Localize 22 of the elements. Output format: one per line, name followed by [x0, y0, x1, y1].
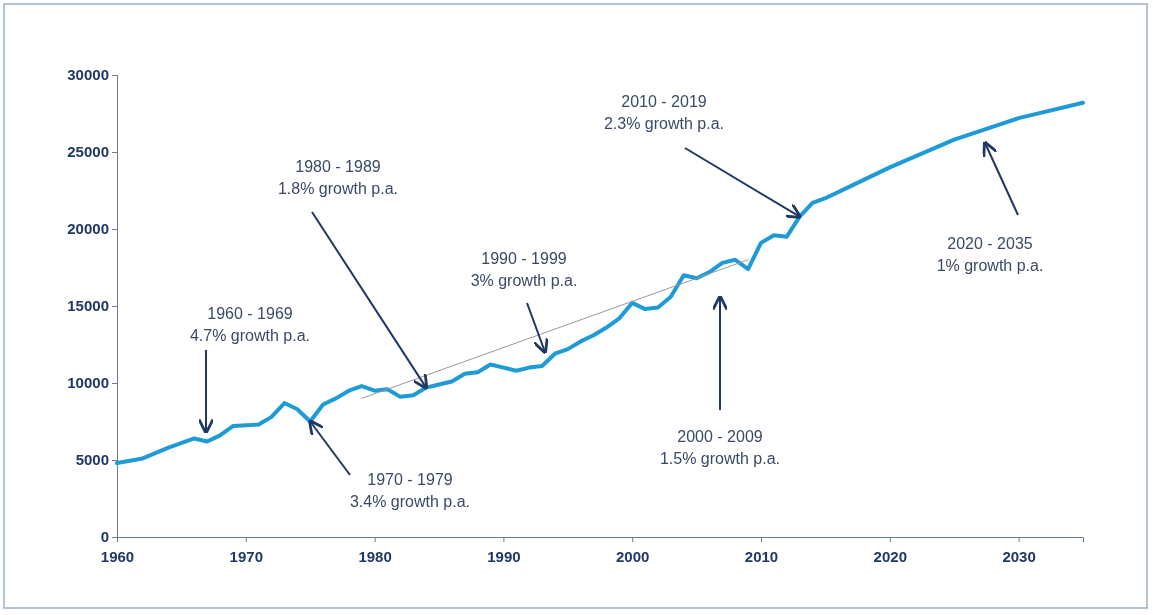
x-tick-label: 1980: [358, 547, 392, 565]
x-tick-label: 2020: [873, 547, 907, 565]
annotation: 1960 - 1969 4.7% growth p.a.: [189, 305, 311, 344]
y-tick-label: 10000: [67, 374, 109, 392]
y-tick-label: 5000: [75, 451, 109, 469]
annotation: 1990 - 1999 3% growth p.a.: [470, 250, 578, 289]
annotation: 1980 - 1989 1.8% growth p.a.: [277, 158, 399, 197]
x-tick-label: 2030: [1002, 547, 1036, 565]
y-tick-label: 20000: [67, 220, 109, 238]
annotation: 2020 - 2035 1% growth p.a.: [936, 235, 1044, 274]
y-tick-label: 0: [100, 528, 109, 546]
x-tick-label: 1960: [100, 547, 135, 565]
annotation: 2010 - 2019 2.3% growth p.a.: [603, 93, 725, 132]
y-tick-label: 30000: [67, 66, 109, 84]
annotation: 2000 - 2009 1.5% growth p.a.: [659, 428, 781, 467]
x-tick-label: 2010: [744, 547, 779, 565]
x-tick-label: 1970: [229, 547, 263, 565]
y-tick-label: 25000: [67, 143, 109, 161]
y-tick-label: 15000: [67, 297, 109, 315]
annotation: 1970 - 1979 3.4% growth p.a.: [349, 471, 471, 510]
x-tick-label: 1990: [487, 547, 521, 565]
x-tick-label: 2000: [616, 547, 650, 565]
